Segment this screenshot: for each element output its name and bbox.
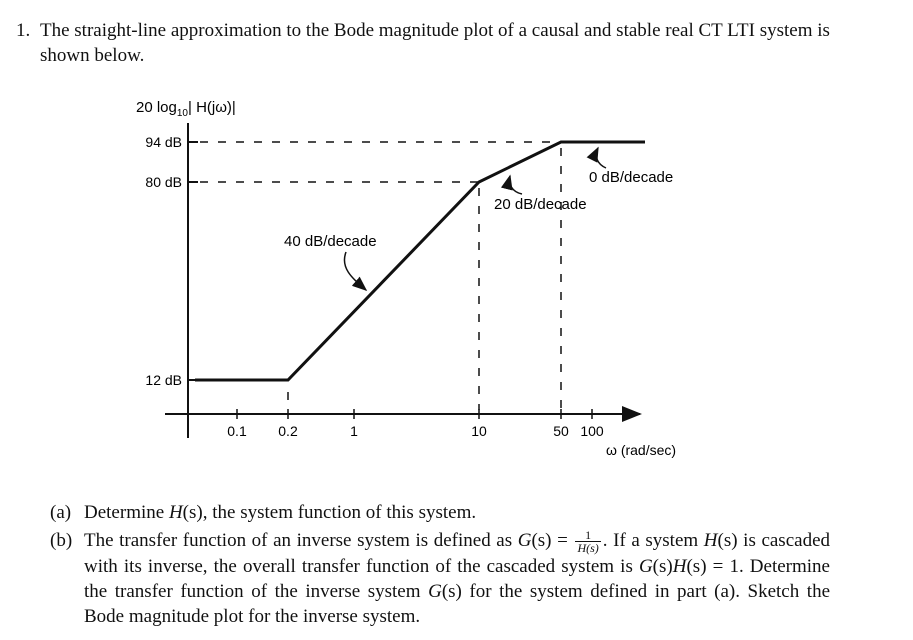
slope-arrow-20 xyxy=(500,174,523,195)
y-tick-label: 94 dB xyxy=(145,134,182,150)
bode-magnitude-line xyxy=(195,140,645,382)
slope-label-20: 20 dB/decade xyxy=(494,196,587,213)
slope-arrow-0 xyxy=(586,146,607,169)
x-tick-label: 50 xyxy=(553,423,569,439)
x-tick-label: 10 xyxy=(471,423,487,439)
x-tick-label: 1 xyxy=(350,423,358,439)
x-tick-label: 0.1 xyxy=(227,423,247,439)
question-b: (b) The transfer function of an inverse … xyxy=(50,528,831,628)
y-tick-label: 80 dB xyxy=(145,174,182,190)
problem-intro: The straight-line approximation to the B… xyxy=(40,20,830,66)
question-a-label: (a) xyxy=(50,502,72,523)
bode-magnitude-plot: 20 log10| H(jω)| 12 dB 80 dB 94 dB 0.1 0.2 1… xyxy=(136,99,676,458)
inverse-fraction: 1 H(s) xyxy=(575,528,601,556)
questions: (a) Determine H(s), the system function … xyxy=(50,500,830,632)
question-a: (a) Determine H(s), the system function … xyxy=(50,502,477,523)
x-tick-label: 0.2 xyxy=(278,423,298,439)
x-tick-label: 100 xyxy=(580,423,604,439)
y-axis-label: 20 log10| H(jω)| xyxy=(136,99,236,119)
y-tick-label: 12 dB xyxy=(145,372,182,388)
slope-label-0: 0 dB/decade xyxy=(589,169,673,186)
x-axis-label: ω (rad/sec) xyxy=(606,442,676,458)
question-b-label: (b) xyxy=(50,530,73,551)
slope-arrow-40 xyxy=(343,251,368,291)
slope-label-40: 40 dB/decade xyxy=(284,233,377,250)
problem-number: 1. xyxy=(16,20,31,41)
